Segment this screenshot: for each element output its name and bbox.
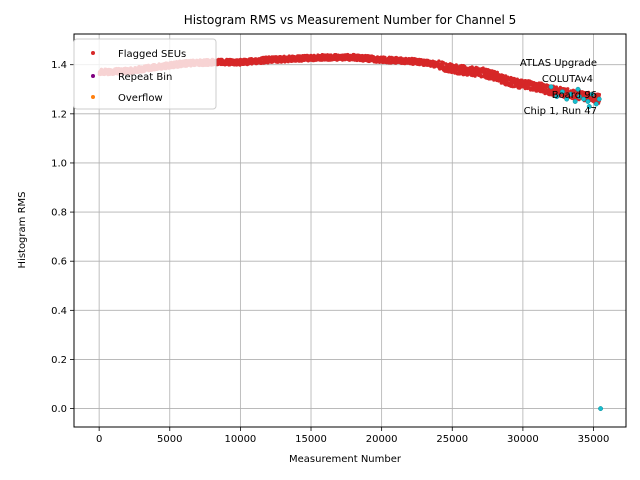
annotation-line-2: COLUTAv4 bbox=[542, 74, 593, 85]
x-tick-label: 20000 bbox=[366, 434, 398, 445]
seu-point bbox=[566, 87, 570, 91]
x-tick-label: 25000 bbox=[436, 434, 468, 445]
data-point bbox=[572, 99, 578, 104]
y-axis-label: Histogram RMS bbox=[17, 192, 28, 269]
data-point bbox=[559, 89, 565, 95]
legend-box bbox=[73, 38, 217, 110]
data-point bbox=[598, 406, 604, 412]
data-point bbox=[596, 96, 602, 102]
data-point bbox=[575, 86, 581, 92]
data-point bbox=[581, 96, 587, 102]
legend-marker-repeat-bin bbox=[91, 74, 95, 78]
plot-frame bbox=[73, 33, 627, 428]
data-point bbox=[586, 104, 592, 109]
data-point bbox=[585, 99, 591, 104]
y-tick-label: 0.4 bbox=[51, 306, 67, 317]
annotation-line-4: Chip 1, Run 47 bbox=[524, 106, 597, 117]
data-point bbox=[576, 94, 582, 100]
data-point bbox=[554, 94, 560, 100]
y-axis: 0.0 0.2 0.4 0.6 0.8 1.0 1.2 1.4 bbox=[51, 60, 74, 415]
data-point bbox=[548, 84, 554, 90]
x-tick-label: 5000 bbox=[157, 434, 182, 445]
x-tick-label: 30000 bbox=[507, 434, 539, 445]
x-tick-label: 35000 bbox=[578, 434, 610, 445]
annotation-line-1: ATLAS Upgrade bbox=[520, 58, 597, 69]
x-axis: 0 5000 10000 15000 20000 25000 30000 35000 bbox=[96, 427, 609, 445]
annotation-line-3: Board 96 bbox=[552, 90, 597, 101]
legend-label-repeat-bin: Repeat Bin bbox=[118, 72, 172, 83]
x-tick-label: 10000 bbox=[224, 434, 256, 445]
seu-point bbox=[495, 70, 499, 74]
legend-label-overflow: Overflow bbox=[118, 93, 163, 104]
y-tick-label: 0.2 bbox=[51, 355, 67, 366]
data-point bbox=[593, 101, 599, 107]
chart-title: Histogram RMS vs Measurement Number for … bbox=[184, 13, 517, 27]
y-tick-label: 1.2 bbox=[51, 109, 67, 120]
legend: Flagged SEUs Repeat Bin Overflow bbox=[73, 38, 217, 110]
x-tick-label: 0 bbox=[96, 434, 102, 445]
seu-point bbox=[492, 69, 497, 74]
y-tick-label: 1.4 bbox=[51, 60, 67, 71]
y-tick-label: 0.0 bbox=[51, 404, 67, 415]
y-tick-label: 0.8 bbox=[51, 208, 67, 219]
data-point bbox=[564, 96, 570, 102]
legend-label-flagged-seus: Flagged SEUs bbox=[118, 49, 186, 60]
seu-point bbox=[441, 61, 445, 65]
seu-point bbox=[597, 92, 602, 97]
legend-marker-overflow bbox=[91, 95, 95, 99]
x-tick-label: 15000 bbox=[295, 434, 327, 445]
y-tick-label: 0.6 bbox=[51, 257, 67, 268]
seu-point bbox=[437, 59, 441, 63]
x-axis-label: Measurement Number bbox=[289, 454, 402, 465]
legend-marker-flagged-seus bbox=[91, 51, 95, 55]
seu-point bbox=[554, 85, 559, 89]
data-point bbox=[568, 91, 574, 97]
data-point bbox=[589, 91, 595, 97]
y-tick-label: 1.0 bbox=[51, 158, 67, 169]
annotation: ATLAS Upgrade COLUTAv4 Board 96 Chip 1, … bbox=[520, 58, 597, 117]
